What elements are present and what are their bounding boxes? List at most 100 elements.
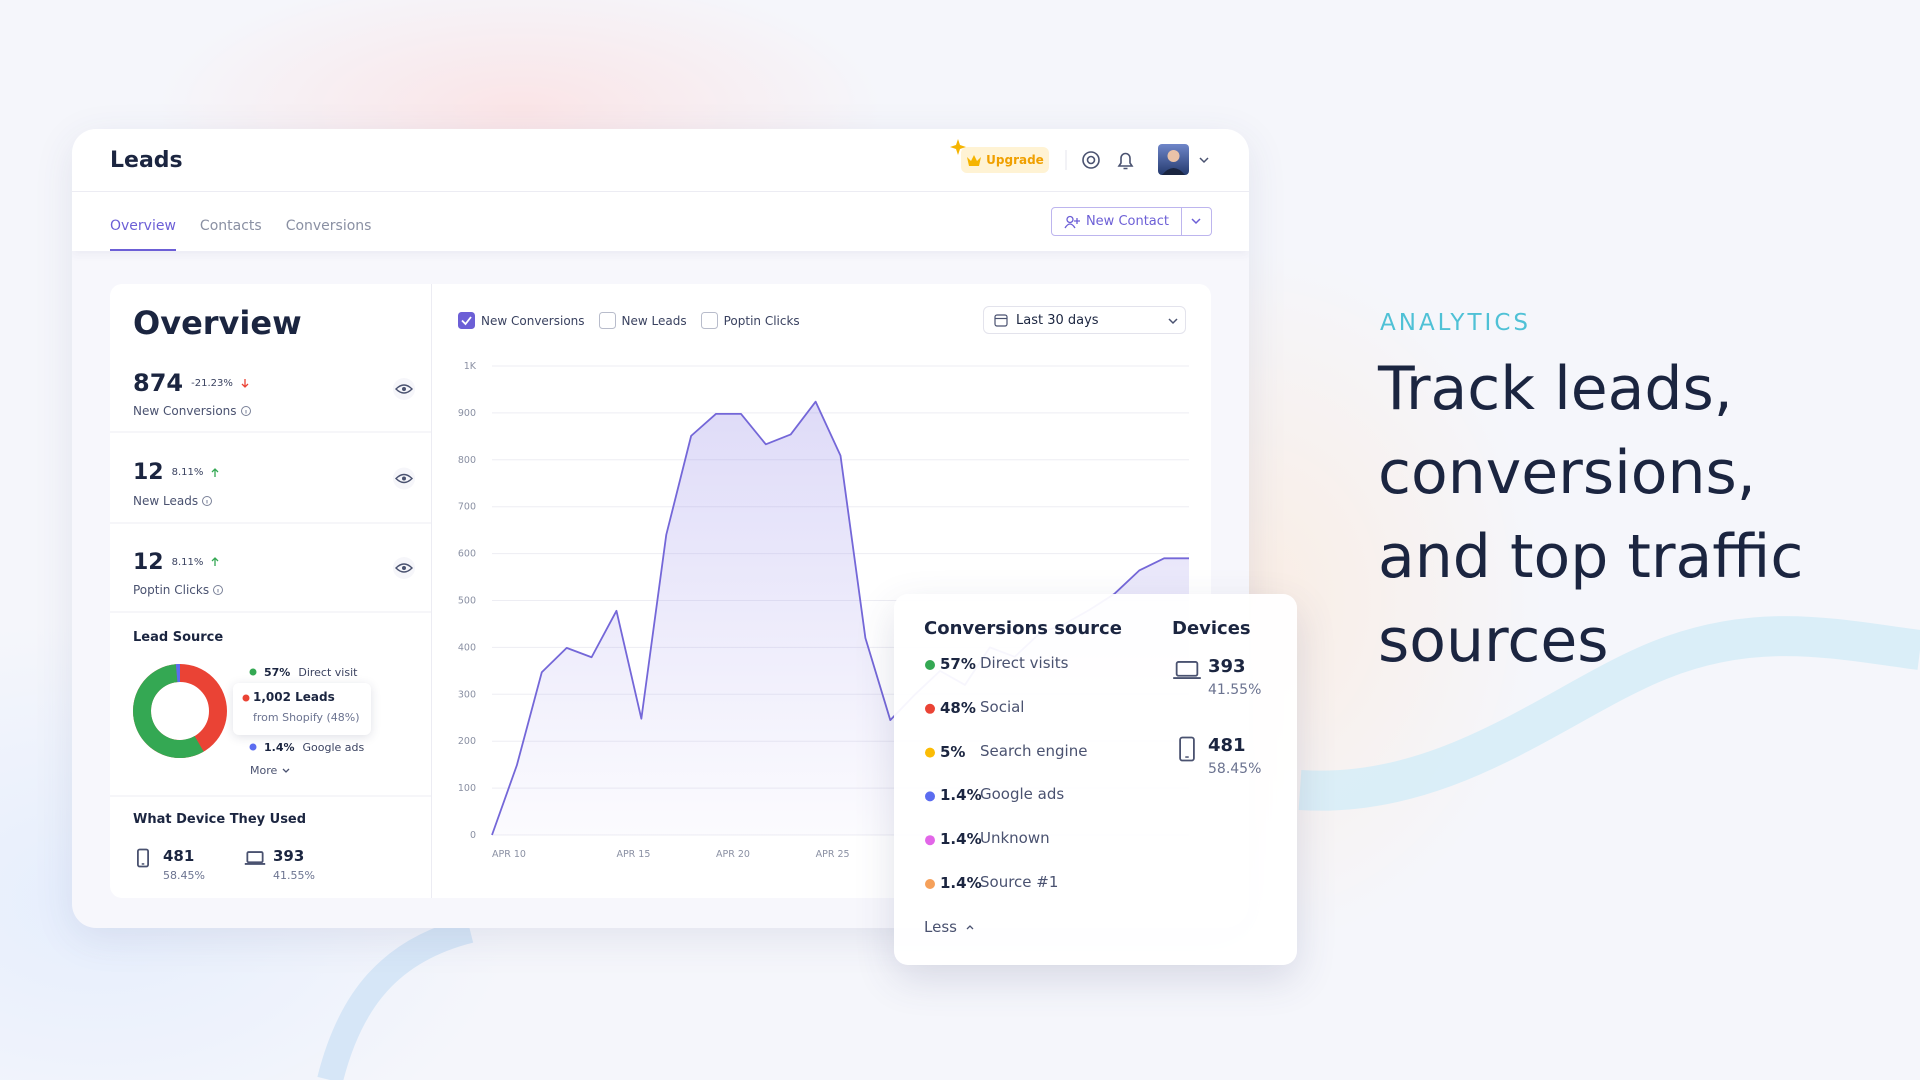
y-tick-label: 500 <box>458 596 476 607</box>
stat-row: 12 8.11% <box>133 546 219 578</box>
stat-label-row: New Leads <box>133 494 213 508</box>
wave <box>1298 616 1920 811</box>
help-icon-inner <box>1086 155 1096 165</box>
chevron <box>1191 218 1201 225</box>
stat-label: New Leads <box>133 493 199 508</box>
stat-label: New Conversions <box>133 404 237 418</box>
stat-value: 874 <box>133 369 184 397</box>
y-tick-label: 1K <box>464 361 477 372</box>
source-name: Social <box>980 697 1025 716</box>
sources-popover <box>894 594 1297 965</box>
arrow <box>241 379 249 388</box>
source-dot <box>925 703 935 714</box>
device-share: 58.45% <box>1208 761 1262 777</box>
legend-name: Direct visit <box>298 665 358 679</box>
device-count: 481 <box>163 847 195 865</box>
info-ring <box>213 585 224 595</box>
eye-pupil <box>402 566 406 570</box>
more-label: More <box>250 764 278 777</box>
new-contact-label: New Contact <box>1085 214 1170 229</box>
source-name: Direct visits <box>980 654 1069 672</box>
legend-row: 1.4% Google ads <box>264 739 364 755</box>
stat-label: Poptin Clicks <box>133 583 210 597</box>
source-dot <box>925 879 935 889</box>
filter-checkbox[interactable]: Poptin Clicks <box>700 312 800 329</box>
legend-dot <box>249 743 257 751</box>
chevron <box>966 925 974 930</box>
source-share: 1.4% <box>940 786 982 805</box>
legend-share: 1.4% <box>264 740 295 754</box>
stat-change: 8.11% <box>171 467 204 478</box>
date-picker[interactable]: Last 30 days <box>983 306 1186 334</box>
device-count: 393 <box>273 847 305 865</box>
headline-line: sources <box>1378 606 1609 676</box>
upgrade-label: Upgrade <box>986 153 1044 167</box>
eye-icon <box>395 384 413 394</box>
headline-line: Track leads, <box>1378 354 1733 424</box>
avatar-face <box>1167 150 1180 162</box>
info-icon <box>202 495 213 506</box>
arrow <box>211 467 219 477</box>
info-icon <box>213 585 224 595</box>
filter-label: New Leads <box>621 313 687 328</box>
source-name: Unknown <box>980 829 1050 848</box>
x-tick-label: APR 20 <box>716 849 750 860</box>
tab[interactable]: Conversions <box>285 218 372 234</box>
source-name: Search engine <box>980 741 1088 760</box>
page-title: Leads <box>110 148 183 173</box>
more-button[interactable]: More <box>250 764 291 777</box>
tooltip-leads: 1,002 Leads <box>253 690 335 704</box>
source-share: 48% <box>940 698 976 717</box>
checkbox-box <box>598 312 616 329</box>
stat-change: -21.23% <box>191 377 233 389</box>
y-tick-label: 100 <box>458 783 476 794</box>
overview-title: Overview <box>133 304 302 342</box>
y-tick-label: 900 <box>458 408 476 419</box>
add-user-icon <box>1064 215 1080 228</box>
crown-icon <box>967 155 982 166</box>
laptop-icon <box>246 851 264 864</box>
chevron-icon <box>282 768 290 773</box>
less-label: Less <box>924 918 957 936</box>
chevron <box>1199 157 1209 164</box>
divider <box>431 284 432 898</box>
checkbox <box>700 312 718 329</box>
stat-row: 874 -21.23% <box>133 367 249 399</box>
donut-slice <box>133 664 204 758</box>
calendar-icon <box>994 314 1008 327</box>
stat-value: 12 <box>133 549 164 575</box>
legend-row: 57% Direct visit <box>264 664 357 680</box>
y-tick-label: 200 <box>458 736 476 747</box>
filter-checkbox[interactable]: New Conversions <box>458 312 585 329</box>
y-tick-label: 600 <box>458 549 476 560</box>
source-dot <box>925 747 935 758</box>
headline-line: and top traffic <box>1378 522 1804 592</box>
device-share: 41.55% <box>273 869 315 882</box>
trend-arrow <box>211 467 219 477</box>
device-count: 393 <box>1208 656 1246 677</box>
source-share: 5% <box>940 742 966 761</box>
chevron <box>282 768 290 773</box>
tab[interactable]: Overview <box>110 218 176 251</box>
new-contact-button[interactable]: New Contact <box>1051 207 1212 236</box>
calendar <box>994 314 1008 327</box>
eye-pupil <box>402 476 406 481</box>
eye-pupil <box>402 387 406 391</box>
stat-label-row: Poptin Clicks <box>133 583 224 597</box>
device-share: 58.45% <box>163 869 205 882</box>
tab[interactable]: Contacts <box>199 218 262 234</box>
trend-arrow <box>211 557 219 566</box>
less-button[interactable]: Less <box>924 918 975 936</box>
new-contact-main[interactable]: New Contact <box>1052 208 1182 235</box>
checkbox <box>598 312 616 329</box>
chevron-icon <box>966 925 974 930</box>
upgrade-button[interactable]: Upgrade <box>961 147 1049 173</box>
phone-icon <box>136 848 149 868</box>
legend-name: Google ads <box>302 740 365 754</box>
eye-icon <box>395 473 413 484</box>
user-body <box>1064 217 1080 228</box>
date-range: Last 30 days <box>1016 312 1099 328</box>
filter-checkbox[interactable]: New Leads <box>598 312 687 329</box>
